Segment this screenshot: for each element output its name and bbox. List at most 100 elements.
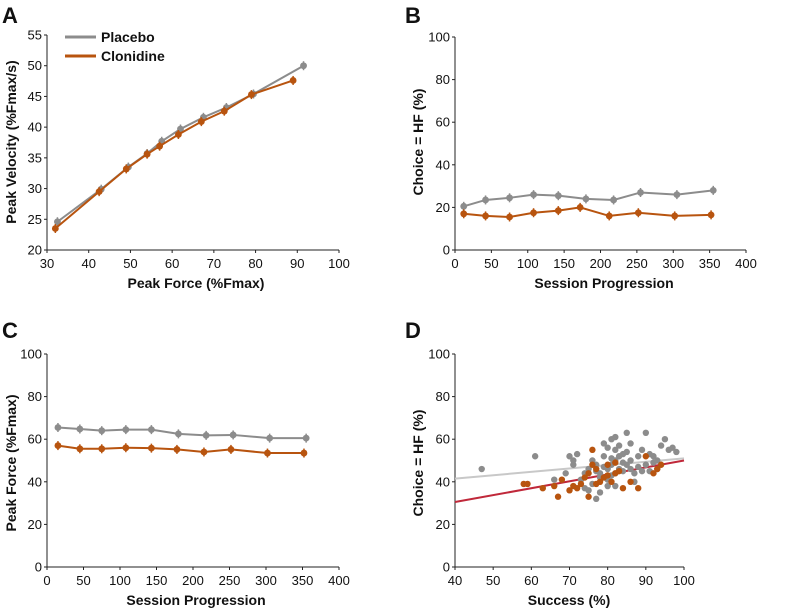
- panel-d-clonidine-point: [657, 461, 665, 468]
- panel-d-clonidine-point: [585, 493, 592, 500]
- panel-d-placebo-point: [551, 476, 558, 483]
- panel-d-y-tick-label: 100: [428, 347, 450, 362]
- panel-d-y-tick-label: 20: [436, 517, 450, 532]
- panel-b-placebo-point: [506, 194, 513, 202]
- panel-d-placebo-point: [612, 446, 619, 454]
- panel-b-x-tick-label: 150: [553, 256, 575, 271]
- panel-d-clonidine-point: [524, 480, 531, 488]
- panel-b-placebo-point: [709, 186, 717, 194]
- panel-b-clonidine-point: [605, 212, 613, 220]
- panel-c-y-tick-label: 80: [28, 389, 42, 404]
- panel-d-placebo-point: [615, 442, 623, 449]
- panel-d-letter: D: [405, 318, 421, 343]
- panel-a-placebo-point: [300, 62, 307, 70]
- panel-c-x-tick-label: 0: [43, 573, 50, 588]
- panel-a-x-tick-label: 50: [123, 256, 137, 271]
- panel-b-y-tick-label: 100: [428, 30, 450, 45]
- panel-d-placebo-point: [638, 446, 646, 454]
- panel-a-xlabel: Peak Force (%Fmax): [128, 275, 265, 291]
- panel-d-placebo-point: [623, 448, 630, 456]
- panel-d-clonidine-point: [642, 453, 650, 460]
- panel-a-clonidine-point: [289, 77, 297, 84]
- panel-c-ylabel: Peak Force (%Fmax): [3, 395, 19, 532]
- panel-a-x-tick-label: 90: [290, 256, 304, 271]
- panel-a-placebo-point: [54, 218, 61, 226]
- panel-c-x-tick-label: 150: [146, 573, 168, 588]
- panel-c-placebo-point: [54, 424, 62, 431]
- panel-d-placebo-point: [657, 442, 665, 449]
- panel-a-legend: Placebo Clonidine: [65, 29, 165, 64]
- panel-d-ylabel: Choice = HF (%): [410, 410, 426, 517]
- panel-b-clonidine-point: [554, 207, 562, 214]
- panel-d-clonidine-point: [593, 465, 600, 473]
- panel-b-placebo-point: [530, 191, 537, 199]
- panel-c-clonidine-point: [98, 445, 106, 453]
- panel-d-clonidine-point: [551, 482, 558, 490]
- panel-c-x-tick-label: 50: [76, 573, 90, 588]
- panel-b-clonidine-point: [482, 212, 489, 220]
- panel-c-placebo-point: [266, 434, 274, 442]
- panel-c-clonidine-point: [54, 442, 62, 449]
- panel-c-y-tick-label: 60: [28, 432, 42, 447]
- panel-d-placebo-point: [570, 461, 577, 468]
- panel-d-clonidine-point: [566, 487, 573, 494]
- panel-c: C 0 50 100 150 200 250 300 350 400 0 20 40 60 80 100 S…: [2, 318, 350, 608]
- panel-c-clonidine-point: [76, 445, 84, 453]
- panel-d-placebo-point: [627, 465, 634, 473]
- panel-d-clonidine-point: [573, 484, 581, 492]
- panel-d-placebo-point: [642, 429, 650, 437]
- panel-c-x-tick-label: 350: [292, 573, 314, 588]
- panel-d-clonidine-point: [604, 461, 611, 468]
- panel-c-x-tick-label: 100: [109, 573, 131, 588]
- panel-a-y-tick-label: 30: [28, 181, 42, 196]
- panel-d-placebo-point: [642, 461, 650, 468]
- panel-d-placebo-point: [650, 453, 657, 460]
- panel-b-clonidine-point: [506, 213, 513, 221]
- panel-c-placebo-point: [202, 431, 210, 439]
- panel-d-clonidine-point: [581, 474, 588, 481]
- panel-d-clonidine-point: [558, 476, 566, 483]
- panel-b-x-tick-label: 50: [484, 256, 498, 271]
- panel-d-placebo-point: [612, 433, 619, 441]
- panel-d-placebo-point: [600, 453, 608, 460]
- panel-b-y-tick-label: 0: [443, 243, 450, 258]
- panel-d-clonidine-point: [589, 446, 596, 454]
- panel-a-clonidine-point: [175, 131, 182, 138]
- panel-b-y-tick-label: 20: [436, 200, 450, 215]
- panel-c-y-tick-label: 20: [28, 517, 42, 532]
- panel-d-placebo-point: [627, 440, 634, 447]
- panel-b-clonidine-point: [707, 211, 715, 219]
- panel-a-clonidine-line: [54, 79, 294, 230]
- panel-b-clonidine-point: [460, 210, 468, 218]
- panel-c-clonidine-point: [300, 449, 308, 457]
- panel-d-clonidine-point: [577, 480, 585, 488]
- panel-d-clonidine-point: [585, 470, 592, 477]
- panel-c-x-tick-label: 400: [328, 573, 350, 588]
- panel-d-placebo-point: [661, 436, 669, 443]
- panel-d-placebo-point: [585, 487, 592, 494]
- panel-a-y-tick-label: 50: [28, 58, 42, 73]
- panel-d-clonidine-point: [596, 478, 604, 485]
- panel-c-y-tick-label: 40: [28, 474, 42, 489]
- panel-d-placebo-point: [604, 444, 611, 451]
- panel-a-x-tick-label: 80: [248, 256, 262, 271]
- panel-d-placebo-point: [623, 461, 630, 468]
- panel-d-y-tick-label: 40: [436, 474, 450, 489]
- panel-a-clonidine-point: [122, 165, 130, 173]
- panel-d-placebo-point: [635, 453, 642, 460]
- panel-d-placebo-point: [612, 482, 619, 490]
- panel-d-clonidine-point: [589, 461, 596, 468]
- panel-b-placebo-point: [554, 192, 562, 200]
- legend-clonidine-label: Clonidine: [101, 48, 165, 64]
- panel-d-placebo-point: [596, 470, 604, 477]
- panel-a-x-tick-label: 40: [81, 256, 95, 271]
- panel-a-x-tick-label: 100: [328, 256, 350, 271]
- panel-b-x-tick-label: 300: [662, 256, 684, 271]
- panel-a-clonidine-point: [248, 91, 255, 98]
- panel-d-clonidine-point: [608, 478, 615, 485]
- panel-c-placebo-line: [57, 426, 307, 440]
- panel-b-placebo-point: [582, 195, 590, 203]
- panel-d-placebo-point: [631, 470, 638, 477]
- panel-c-letter: C: [2, 318, 18, 343]
- panel-a-y-tick-label: 25: [28, 212, 42, 227]
